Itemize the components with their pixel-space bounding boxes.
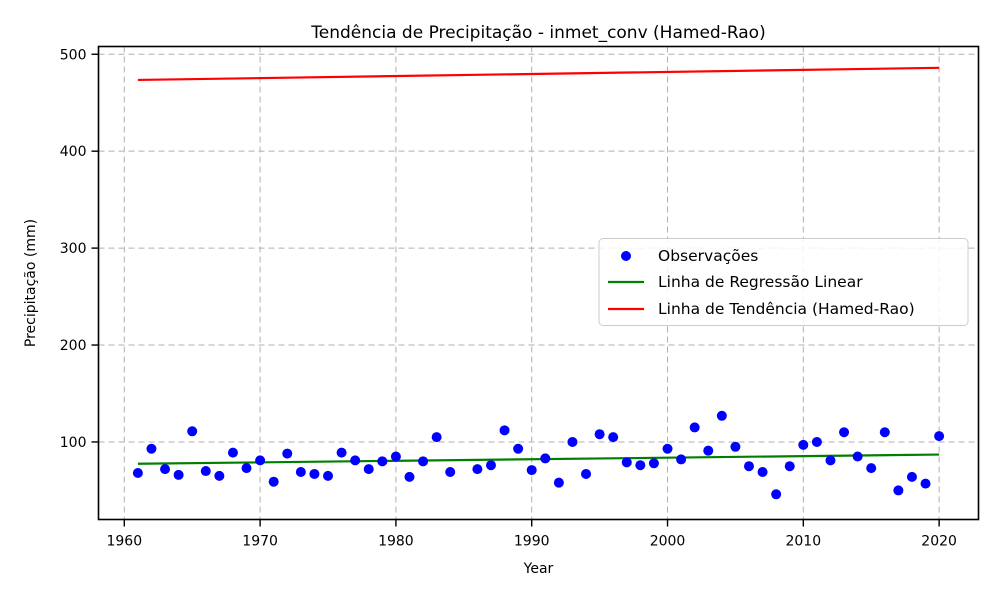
observation-point — [227, 447, 238, 458]
y-tick-label: 100 — [60, 435, 87, 451]
x-tick-label: 2000 — [650, 534, 686, 550]
observation-point — [879, 427, 890, 438]
series-lines — [137, 66, 940, 465]
observation-point — [581, 468, 592, 479]
observation-point — [255, 455, 266, 466]
observation-point — [798, 439, 809, 450]
observation-point — [485, 460, 496, 471]
x-tick-label: 2020 — [921, 534, 957, 550]
x-tick-label: 1990 — [514, 534, 550, 550]
chart-title: Tendência de Precipitação - inmet_conv (… — [310, 23, 765, 43]
observation-point — [309, 468, 320, 479]
y-tick-label: 200 — [60, 338, 87, 354]
observation-point — [852, 451, 863, 462]
observation-point — [160, 464, 171, 475]
observation-point — [268, 476, 279, 487]
observation-point — [282, 448, 293, 459]
observation-point — [648, 458, 659, 469]
observation-point — [472, 464, 483, 475]
legend: Observações Linha de Regressão Linear Li… — [598, 238, 969, 326]
observation-point — [920, 478, 931, 489]
observation-point — [608, 432, 619, 443]
observation-point — [146, 443, 157, 454]
observation-point — [513, 443, 524, 454]
observation-point — [689, 422, 700, 433]
observation-points — [132, 410, 945, 500]
observation-point — [866, 463, 877, 474]
observation-point — [214, 470, 225, 481]
observation-point — [173, 469, 184, 480]
observation-point — [350, 455, 361, 466]
observation-point — [676, 454, 687, 465]
observation-point — [893, 485, 904, 496]
observation-point — [526, 465, 537, 476]
observation-point — [934, 431, 945, 442]
y-tick-label: 300 — [60, 241, 87, 257]
observation-point — [241, 463, 252, 474]
observation-point — [716, 410, 727, 421]
x-tick-label: 2010 — [785, 534, 821, 550]
observation-point — [594, 429, 605, 440]
observation-point — [445, 467, 456, 478]
observation-point — [336, 447, 347, 458]
observation-point — [811, 436, 822, 447]
legend-box — [598, 238, 969, 326]
observation-point — [553, 477, 564, 488]
y-axis-label: Precipitação (mm) — [23, 219, 39, 347]
observation-point — [418, 456, 429, 467]
observation-point — [839, 427, 850, 438]
x-axis-ticks: 1960 1970 1980 1990 2000 2010 2020 — [106, 519, 957, 550]
observation-point — [390, 451, 401, 462]
observation-point — [743, 461, 754, 472]
x-axis-label: Year — [523, 561, 554, 577]
observation-point — [540, 453, 551, 464]
trend-line — [137, 66, 940, 82]
x-tick-label: 1960 — [106, 534, 142, 550]
x-tick-label: 1970 — [242, 534, 278, 550]
observation-point — [703, 445, 714, 456]
observation-point — [132, 467, 143, 478]
regression-line — [137, 453, 940, 465]
observation-point — [567, 436, 578, 447]
y-axis-ticks: 100 200 300 400 500 — [60, 47, 99, 451]
observation-point — [730, 441, 741, 452]
observation-point — [377, 456, 388, 467]
legend-regression-label: Linha de Regressão Linear — [658, 273, 863, 291]
observation-point — [621, 457, 632, 468]
y-tick-label: 500 — [60, 47, 87, 63]
legend-observations-marker — [621, 251, 631, 261]
observation-point — [499, 425, 510, 436]
observation-point — [757, 467, 768, 478]
plot-frame — [97, 45, 980, 521]
legend-trend-label: Linha de Tendência (Hamed-Rao) — [658, 300, 915, 318]
observation-point — [431, 432, 442, 443]
x-tick-label: 1980 — [378, 534, 414, 550]
observation-point — [784, 461, 795, 472]
y-tick-label: 400 — [60, 144, 87, 160]
observation-point — [323, 470, 334, 481]
observation-point — [771, 489, 782, 500]
legend-observations-label: Observações — [658, 247, 758, 265]
observation-point — [662, 443, 673, 454]
observation-point — [906, 471, 917, 482]
observation-point — [187, 426, 198, 437]
observation-point — [404, 471, 415, 482]
observation-point — [200, 466, 211, 477]
observation-point — [635, 460, 646, 471]
observation-point — [363, 464, 374, 475]
observation-point — [825, 455, 836, 466]
observation-point — [295, 467, 306, 478]
